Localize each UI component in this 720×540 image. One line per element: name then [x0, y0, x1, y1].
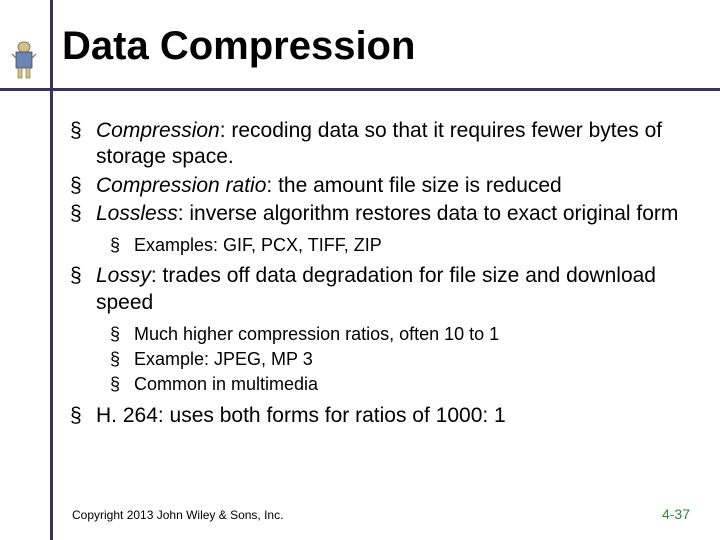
term: Compression ratio [96, 174, 266, 197]
bullet-lossless: Lossless: inverse algorithm restores dat… [62, 201, 692, 258]
publisher-logo-icon [10, 40, 38, 80]
term: Lossless [96, 202, 178, 225]
bullet-lossy: Lossy: trades off data degradation for f… [62, 263, 692, 396]
horizontal-rule [0, 88, 720, 91]
page-number: 4-37 [662, 506, 690, 522]
definition: : the amount file size is reduced [266, 174, 561, 197]
slide-title: Data Compression [62, 24, 415, 69]
vertical-rule [50, 0, 53, 540]
sub-bullet: Example: JPEG, MP 3 [104, 347, 692, 371]
slide-body: Compression: recoding data so that it re… [62, 118, 692, 431]
bullet-h264: H. 264: uses both forms for ratios of 10… [62, 403, 692, 429]
term: Compression [96, 119, 220, 142]
bullet-compression-ratio: Compression ratio: the amount file size … [62, 173, 692, 199]
term: Lossy [96, 264, 151, 287]
bullet-compression: Compression: recoding data so that it re… [62, 118, 692, 171]
sub-bullet: Examples: GIF, PCX, TIFF, ZIP [104, 233, 692, 257]
sub-bullet: Much higher compression ratios, often 10… [104, 322, 692, 346]
definition: : trades off data degradation for file s… [96, 264, 656, 313]
copyright-text: Copyright 2013 John Wiley & Sons, Inc. [72, 508, 283, 522]
sub-bullet: Common in multimedia [104, 372, 692, 396]
definition: : inverse algorithm restores data to exa… [178, 202, 679, 225]
